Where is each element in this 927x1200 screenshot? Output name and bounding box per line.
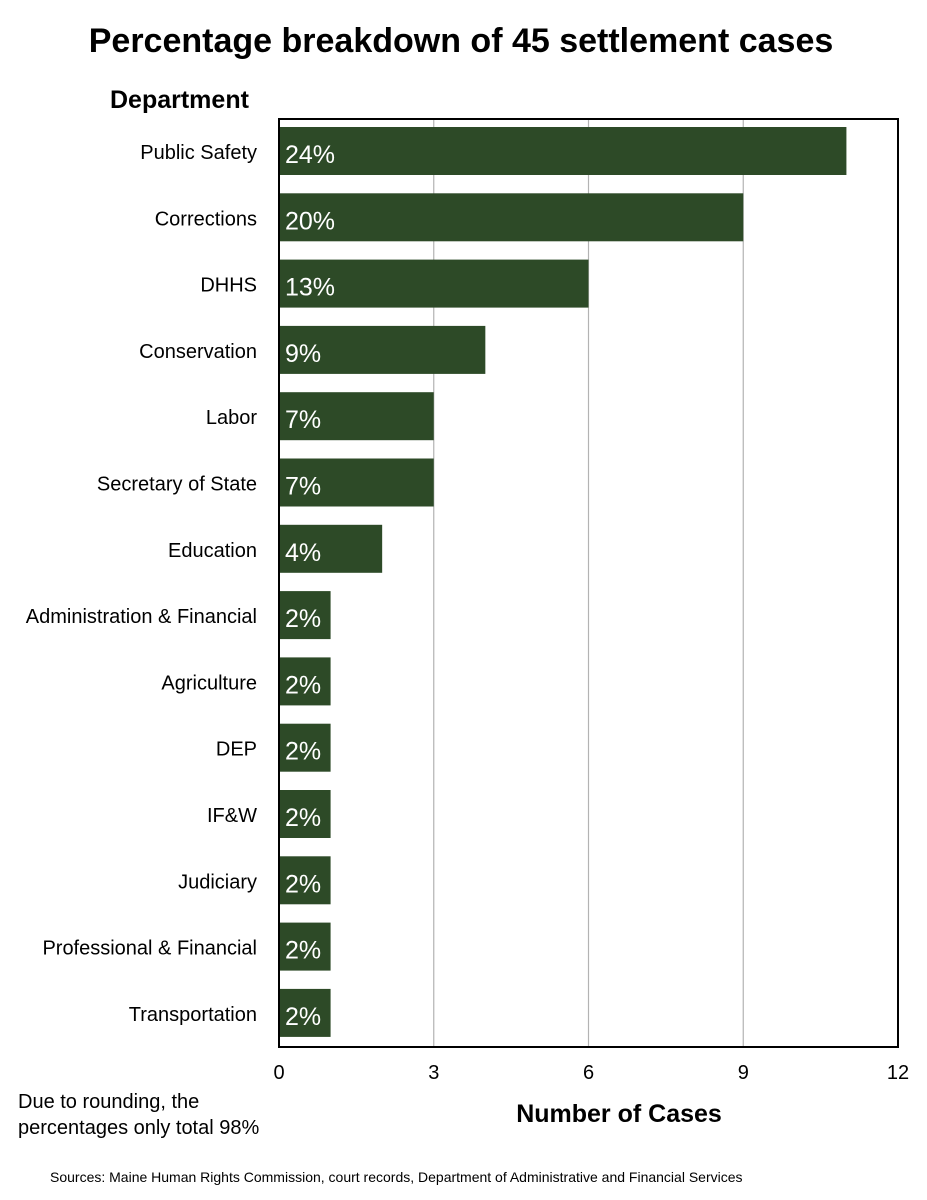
x-tick-label: 0 xyxy=(273,1062,284,1084)
category-label: Judiciary xyxy=(178,871,257,893)
category-label: Professional & Financial xyxy=(42,938,257,960)
category-label: Agriculture xyxy=(161,672,257,694)
category-label: Corrections xyxy=(155,208,257,230)
bar-data-label: 2% xyxy=(285,1003,321,1031)
bar xyxy=(279,591,331,640)
x-tick-labels: 0 3 6 9 12 xyxy=(273,1062,909,1084)
bar xyxy=(279,259,589,308)
chart-title: Percentage breakdown of 45 settlement ca… xyxy=(89,22,834,60)
bar xyxy=(279,723,331,772)
x-axis-label: Number of Cases xyxy=(516,1100,722,1128)
rounding-note-line-1: Due to rounding, the xyxy=(18,1091,199,1113)
gridlines xyxy=(433,119,744,1047)
bar-data-label: 2% xyxy=(285,937,321,965)
bars: 24% 20% 13% 9% 7% 7% 4% 2% 2% 2% 2% 2% 2% 2% xyxy=(279,127,847,1037)
x-tick-label: 6 xyxy=(583,1062,594,1084)
category-label: DHHS xyxy=(200,275,257,297)
bar-data-label: 2% xyxy=(285,671,321,699)
x-tick-label: 12 xyxy=(887,1062,909,1084)
bar xyxy=(279,392,434,441)
bar xyxy=(279,856,331,905)
bar-data-label: 24% xyxy=(285,141,335,169)
bar-data-label: 2% xyxy=(285,605,321,633)
bar xyxy=(279,790,331,838)
bar xyxy=(279,988,331,1037)
category-label: Transportation xyxy=(129,1004,257,1026)
bar xyxy=(279,657,331,706)
bar-data-label: 2% xyxy=(285,804,321,832)
category-label: IF&W xyxy=(207,805,257,827)
bar-data-label: 4% xyxy=(285,539,321,567)
bar-data-label: 7% xyxy=(285,406,321,434)
bar xyxy=(279,458,434,507)
bar-data-label: 9% xyxy=(285,340,321,368)
bar-data-label: 2% xyxy=(285,738,321,766)
x-tick-label: 3 xyxy=(428,1062,439,1084)
bar-data-label: 20% xyxy=(285,207,335,235)
bar-data-label: 2% xyxy=(285,870,321,898)
category-label: Conservation xyxy=(139,341,257,363)
category-label: Secretary of State xyxy=(97,474,257,496)
bar xyxy=(279,325,486,374)
category-label: Public Safety xyxy=(140,142,257,164)
bar-data-label: 7% xyxy=(285,473,321,501)
bar xyxy=(279,127,847,175)
plot-frame xyxy=(278,118,899,1048)
rounding-note-line-2: percentages only total 98% xyxy=(18,1117,259,1139)
category-label: Education xyxy=(168,540,257,562)
category-label: Labor xyxy=(206,407,257,429)
category-label: DEP xyxy=(216,739,257,761)
category-labels: Public Safety Corrections DHHS Conservation… xyxy=(26,142,258,1026)
x-tick-label: 9 xyxy=(738,1062,749,1084)
bar xyxy=(279,524,383,573)
y-axis-label: Department xyxy=(110,86,250,114)
source-note: Sources: Maine Human Rights Commission, … xyxy=(50,1169,743,1185)
category-label: Administration & Financial xyxy=(26,606,257,628)
bar xyxy=(279,922,331,971)
bar xyxy=(279,193,744,242)
bar-data-label: 13% xyxy=(285,274,335,302)
